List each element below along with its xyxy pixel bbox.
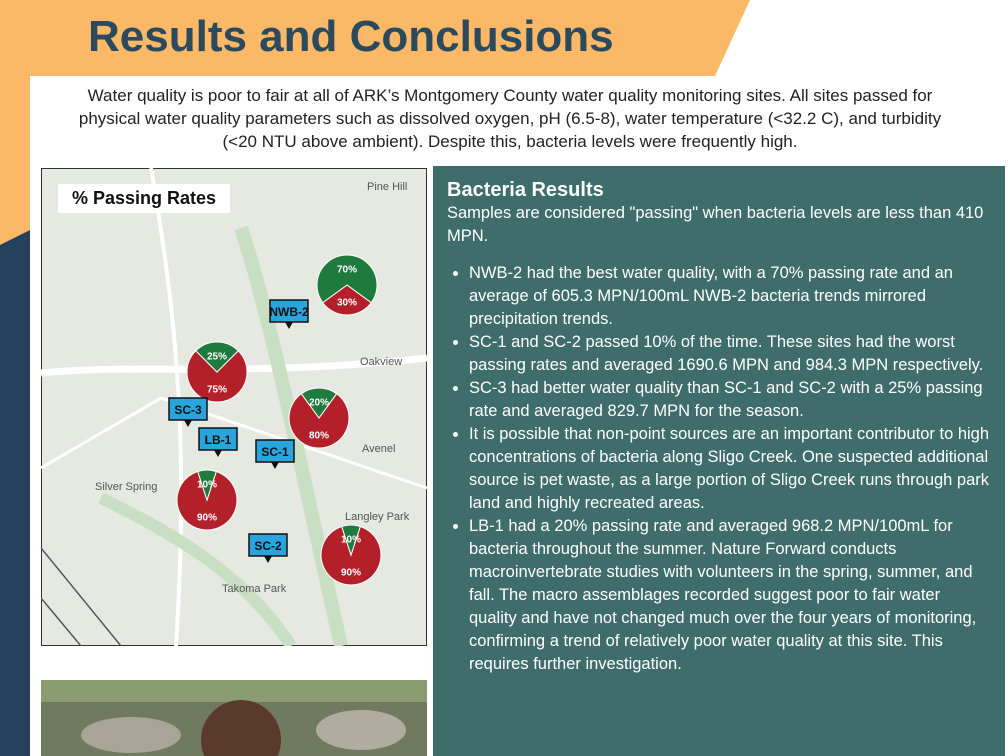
place-label: Langley Park — [345, 511, 410, 523]
pie-label: 20% — [309, 398, 329, 409]
place-label: Silver Spring — [95, 481, 157, 493]
site-label: SC-2 — [254, 539, 282, 553]
results-panel: Bacteria Results Samples are considered … — [433, 166, 1005, 756]
map-title: % Passing Rates — [58, 184, 231, 213]
pie-label: 90% — [341, 568, 361, 579]
site-label: SC-1 — [261, 445, 289, 459]
pie-slice — [300, 387, 338, 419]
site-pointer — [214, 450, 222, 457]
site-pointer — [271, 462, 279, 469]
intro-text: Water quality is poor to fair at all of … — [78, 86, 942, 151]
result-bullet: It is possible that non-point sources ar… — [469, 423, 991, 515]
result-bullet: LB-1 had a 20% passing rate and averaged… — [469, 515, 991, 676]
pie-slice — [186, 350, 248, 403]
site-label: LB-1 — [205, 433, 232, 447]
pie-label: 30% — [337, 298, 357, 309]
site-pointer — [285, 322, 293, 329]
result-bullet: SC-1 and SC-2 passed 10% of the time. Th… — [469, 331, 991, 377]
pie-label: 70% — [337, 265, 357, 276]
pie-label: 10% — [197, 480, 217, 491]
site-pointer — [264, 556, 272, 563]
page-title: Results and Conclusions — [88, 12, 614, 61]
place-label: Pine Hill — [367, 181, 407, 193]
place-label: Avenel — [362, 443, 395, 455]
results-title: Bacteria Results — [447, 179, 604, 201]
pie-slice — [195, 341, 239, 373]
site-label: NWB-2 — [269, 305, 309, 319]
place-label: Takoma Park — [222, 583, 287, 595]
results-list: NWB-2 had the best water quality, with a… — [447, 262, 991, 676]
result-bullet: NWB-2 had the best water quality, with a… — [469, 262, 991, 331]
pie-label: 80% — [309, 431, 329, 442]
photo — [41, 680, 427, 756]
place-label: Oakview — [360, 356, 402, 368]
result-bullet: SC-3 had better water quality than SC-1 … — [469, 377, 991, 423]
site-label: SC-3 — [174, 403, 202, 417]
map: Pine Hill Oakview Avenel Silver Spring Langl… — [41, 168, 427, 646]
site-pointer — [184, 420, 192, 427]
pie-label: 10% — [341, 535, 361, 546]
pie-label: 25% — [207, 352, 227, 363]
pie-slice — [322, 284, 372, 316]
pie-slice — [341, 524, 361, 557]
pie-label: 90% — [197, 513, 217, 524]
results-lead: Samples are considered "passing" when ba… — [447, 204, 984, 245]
pie-label: 75% — [207, 385, 227, 396]
pie-slice — [197, 469, 217, 502]
pie-slice — [316, 254, 378, 304]
pie-slice — [288, 393, 350, 449]
